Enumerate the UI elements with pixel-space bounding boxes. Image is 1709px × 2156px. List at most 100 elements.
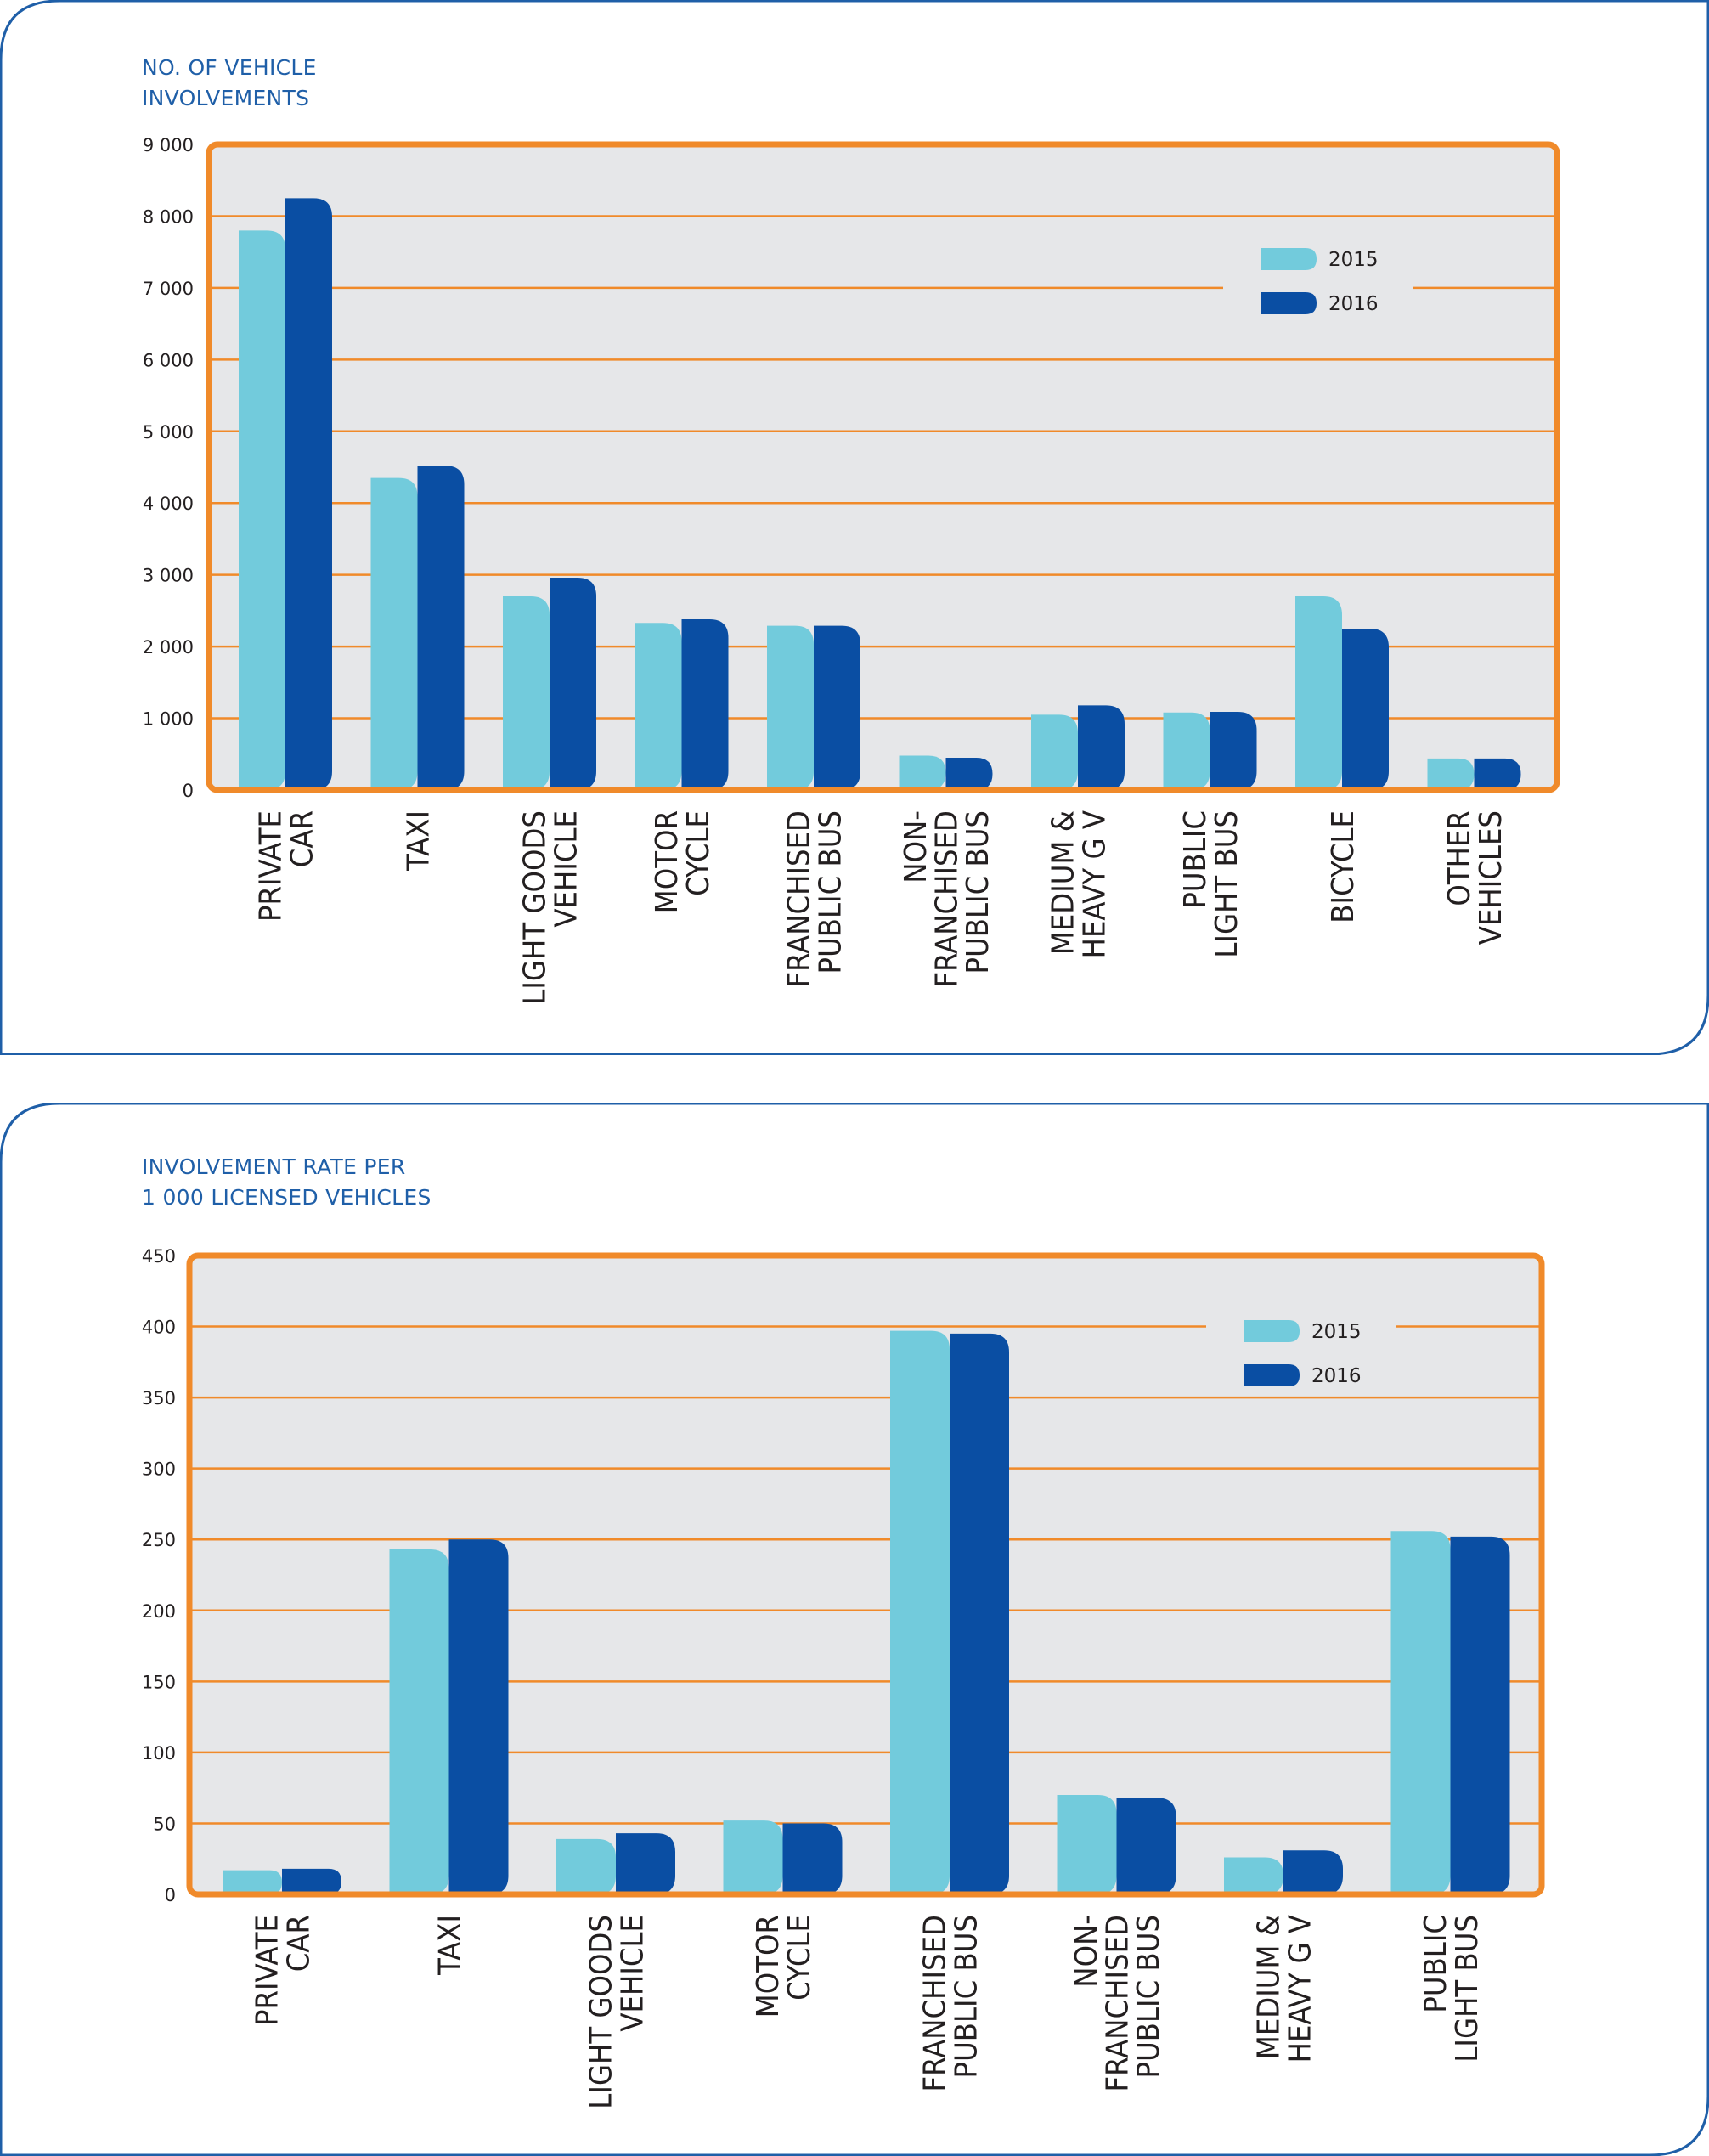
- bar-2015: [1163, 712, 1210, 790]
- category-label-line: FRANCHISED: [929, 810, 964, 988]
- bar-2016: [1342, 629, 1389, 790]
- category-public-light-bus: [1390, 1531, 1510, 1894]
- bar-2016: [1474, 758, 1521, 790]
- bar-2015: [1031, 714, 1078, 790]
- y-tick-label: 400: [142, 1318, 176, 1338]
- category-bicycle: [1295, 596, 1389, 790]
- vehicle-involvements-chart: 0 1 000 2 000 3 000 4 000 5 000 6 000 7 000 8 00…: [0, 0, 1709, 1055]
- bar-2015: [223, 1870, 282, 1894]
- bar-2016: [814, 625, 860, 790]
- legend-background: [1223, 233, 1413, 321]
- category-label-line: LIGHT GOODS: [518, 810, 553, 1005]
- category-label-bicycle: BICYCLE: [1326, 810, 1361, 923]
- category-motor-cycle: [635, 619, 729, 790]
- category-label-line: NON-: [899, 810, 933, 883]
- bar-2016: [1210, 711, 1257, 790]
- y-tick-label: 6 000: [143, 350, 194, 370]
- category-label-line: LIGHT GOODS: [584, 1915, 619, 2109]
- category-label-line: CYCLE: [681, 810, 716, 896]
- category-label-line: PUBLIC: [1419, 1915, 1453, 2013]
- legend-swatch-2016: [1261, 292, 1317, 314]
- category-label-motor-cycle: MOTORCYCLE: [751, 1915, 817, 2018]
- category-taxi: [389, 1539, 509, 1894]
- legend-label-2016: 2016: [1311, 1365, 1362, 1387]
- category-label-non-franchised-public-bus: NON-FRANCHISEDPUBLIC BUS: [1069, 1915, 1166, 2092]
- y-tick-label: 7 000: [143, 279, 194, 299]
- legend-swatch-2016: [1244, 1364, 1300, 1386]
- y-tick-label: 3 000: [143, 566, 194, 586]
- panel-frame: [0, 0, 1709, 1055]
- involvement-rate-panel: INVOLVEMENT RATE PER 1 000 LICENSED VEHI…: [0, 1103, 1709, 2156]
- category-label-line: PUBLIC BUS: [949, 1915, 984, 2078]
- bar-2016: [285, 198, 332, 791]
- bar-2016: [417, 466, 465, 790]
- category-label-franchised-public-bus: FRANCHISEDPUBLIC BUS: [918, 1915, 984, 2092]
- y-tick-label: 1 000: [143, 709, 194, 730]
- category-label-other-vehicles: OTHERVEHICLES: [1442, 810, 1509, 945]
- bar-2016: [945, 758, 993, 790]
- category-label-public-light-bus: PUBLICLIGHT BUS: [1419, 1915, 1485, 2063]
- category-label-line: PRIVATE: [254, 810, 289, 922]
- category-non-franchised-public-bus: [1057, 1795, 1176, 1894]
- category-other-vehicles: [1427, 758, 1521, 790]
- bar-2015: [1057, 1795, 1117, 1894]
- category-label-private-car: PRIVATECAR: [251, 1915, 317, 2026]
- y-tick-label: 200: [142, 1601, 176, 1622]
- bar-2016: [550, 578, 596, 790]
- y-tick-label: 4 000: [143, 494, 194, 514]
- category-label-line: LIGHT BUS: [1450, 1915, 1485, 2063]
- category-light-goods-vehicle: [503, 578, 596, 790]
- category-label-line: PUBLIC BUS: [813, 810, 848, 974]
- category-label-line: HEAVY G V: [1077, 810, 1112, 958]
- y-tick-label: 2 000: [143, 637, 194, 658]
- chart-title-line-1: INVOLVEMENT RATE PER: [142, 1154, 406, 1179]
- plot-border: [206, 141, 1560, 793]
- category-label-medium-and-heavy-g-v: MEDIUM &HEAVY G V: [1252, 1915, 1318, 2063]
- category-label-public-light-bus: PUBLICLIGHT BUS: [1178, 810, 1244, 958]
- plot-border: [186, 1252, 1545, 1898]
- bar-2015: [503, 596, 550, 790]
- category-private-car: [223, 1868, 341, 1894]
- y-tick-label: 5 000: [143, 422, 194, 443]
- legend-background: [1206, 1305, 1396, 1393]
- category-label-line: MEDIUM &: [1046, 810, 1081, 955]
- category-motor-cycle: [723, 1820, 843, 1894]
- y-tick-label: 300: [142, 1459, 176, 1480]
- legend-label-2015: 2015: [1328, 249, 1379, 271]
- category-light-goods-vehicle: [556, 1833, 675, 1894]
- category-franchised-public-bus: [890, 1330, 1009, 1894]
- category-medium-and-heavy-g-v: [1224, 1850, 1343, 1894]
- bar-2015: [370, 477, 418, 790]
- y-tick-label: 0: [165, 1885, 176, 1905]
- category-franchised-public-bus: [767, 625, 860, 790]
- category-label-line: PUBLIC BUS: [1131, 1915, 1166, 2078]
- legend-swatch-2015: [1261, 248, 1317, 270]
- bar-2015: [556, 1838, 616, 1894]
- bar-2015: [1295, 596, 1342, 790]
- category-label-line: PUBLIC BUS: [961, 810, 996, 974]
- legend-swatch-2015: [1244, 1320, 1300, 1342]
- plot-area: [189, 1256, 1542, 1894]
- category-label-line: VEHICLES: [1474, 810, 1509, 945]
- category-private-car: [239, 198, 332, 791]
- category-taxi: [370, 466, 465, 790]
- category-label-non-franchised-public-bus: NON-FRANCHISEDPUBLIC BUS: [899, 810, 996, 988]
- y-tick-label: 0: [183, 781, 194, 801]
- chart-title-line-2: 1 000 LICENSED VEHICLES: [142, 1185, 431, 1210]
- y-tick-label: 9 000: [143, 135, 194, 155]
- bar-2015: [389, 1549, 449, 1894]
- y-tick-label: 350: [142, 1388, 176, 1408]
- category-label-line: HEAVY G V: [1283, 1915, 1317, 2063]
- bar-2016: [282, 1868, 341, 1894]
- y-tick-label: 250: [142, 1530, 176, 1550]
- bar-2016: [448, 1539, 509, 1894]
- bar-2016: [950, 1333, 1009, 1894]
- category-label-line: MEDIUM &: [1252, 1915, 1287, 2059]
- category-label-line: PUBLIC: [1178, 810, 1213, 909]
- category-label-line: MOTOR: [650, 810, 685, 913]
- bar-2016: [1283, 1850, 1343, 1894]
- category-label-line: TAXI: [432, 1915, 467, 1976]
- bar-2016: [681, 619, 729, 790]
- chart-title: INVOLVEMENT RATE PER 1 000 LICENSED VEHI…: [142, 1152, 431, 1213]
- category-label-taxi: TAXI: [432, 1915, 467, 1976]
